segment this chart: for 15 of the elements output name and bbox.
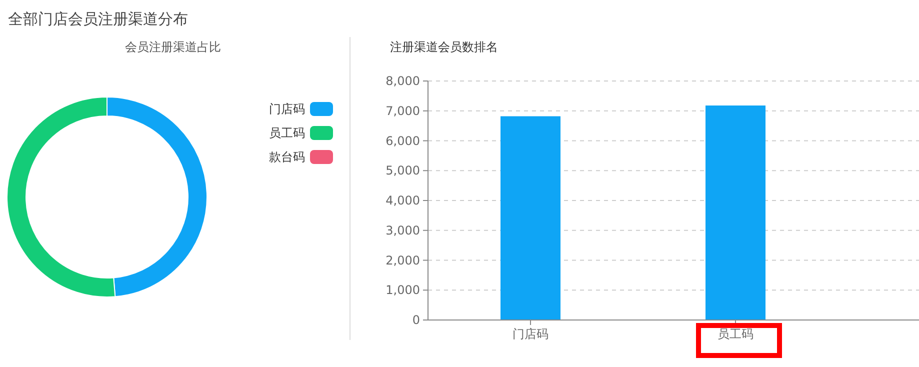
y-tick-label: 1,000 [386,283,420,298]
y-tick-label: 7,000 [386,104,420,118]
chart-title: 注册渠道会员数排名 [390,40,498,54]
y-tick-label: 8,000 [386,74,420,88]
y-tick-label: 0 [412,313,420,327]
legend-label: 员工码 [269,126,305,140]
y-tick-label: 2,000 [386,253,420,268]
y-tick-label: 4,000 [386,194,420,208]
y-tick-label: 6,000 [386,134,420,148]
y-tick-label: 5,000 [386,164,420,178]
legend-label: 款台码 [269,150,305,164]
chart-subtitle: 会员注册渠道占比 [125,40,221,54]
chart-title: 全部门店会员注册渠道分布 [8,10,188,28]
y-tick-label: 3,000 [386,223,420,238]
legend-label: 门店码 [269,102,305,116]
